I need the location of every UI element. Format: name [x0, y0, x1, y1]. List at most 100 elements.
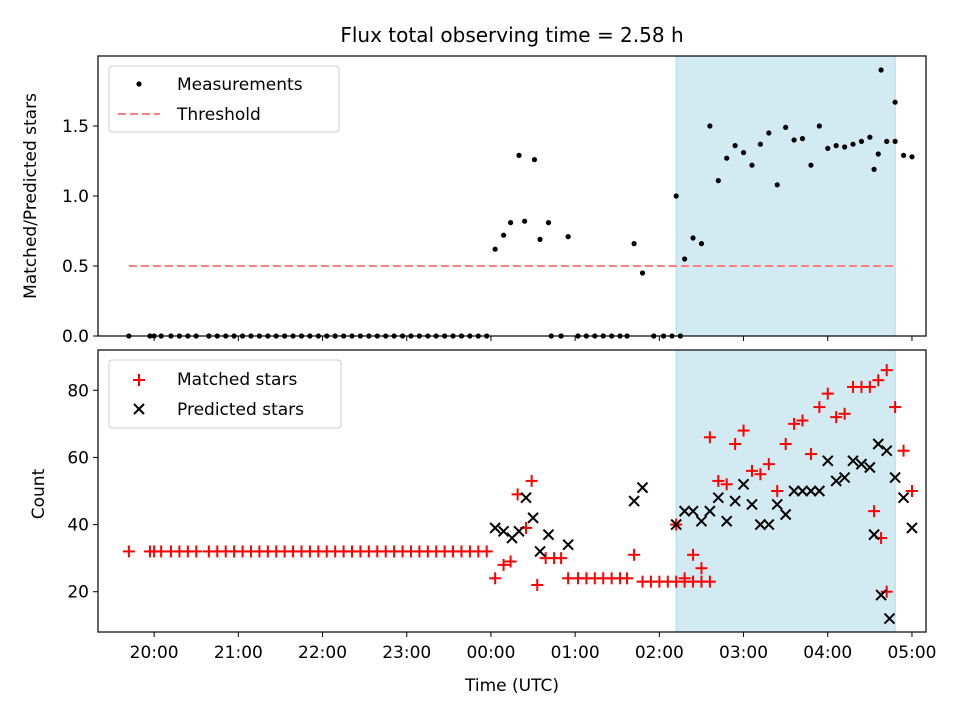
measurement-point	[842, 144, 848, 150]
x-tick-label: 20:00	[130, 643, 179, 663]
measurement-point	[492, 246, 498, 252]
predicted-star-point	[864, 461, 876, 474]
measurement-point	[783, 124, 789, 130]
matched-star-point	[880, 364, 893, 377]
threshold-legend-label: Threshold	[176, 105, 261, 125]
bottom-legend: Matched stars Predicted stars	[108, 359, 342, 429]
y-tick-label: 0.5	[62, 257, 89, 277]
measurement-point	[875, 151, 881, 157]
predicted-star-point	[520, 492, 532, 504]
predicted-star-point	[788, 485, 800, 497]
measurement-point	[871, 166, 877, 172]
matched-star-point	[695, 562, 708, 575]
measurement-point	[673, 193, 679, 199]
top-plot-frame	[97, 55, 927, 337]
predicted-star-point	[636, 481, 649, 494]
predicted-star-point	[729, 495, 741, 507]
observing-window-shade	[675, 55, 896, 337]
matched-star-point	[788, 417, 801, 430]
matched-star-point	[525, 474, 538, 487]
predicted-star-point	[805, 485, 817, 497]
matched-star-point	[863, 380, 876, 393]
top-legend-box	[108, 65, 340, 133]
matched-star-point	[712, 474, 725, 487]
predicted-star-point	[678, 505, 691, 517]
measurement-point	[715, 178, 721, 184]
observing-window-shade	[675, 349, 896, 633]
matched-star-point	[779, 438, 792, 450]
x-tick-label: 02:00	[635, 643, 684, 663]
bottom-x-axis: 20:00 21:00 22:00 23:00 00:00 01:00 02:00 03:00…	[130, 632, 936, 663]
x-tick-label: 05:00	[887, 643, 936, 663]
predicted-star-point	[872, 438, 884, 450]
predicted-star-point	[779, 508, 792, 521]
matched-star-point	[804, 448, 817, 461]
matched-star-point	[703, 575, 716, 588]
measurement-point	[565, 234, 571, 240]
measurements-legend-label: Measurements	[177, 75, 303, 95]
predicted-star-point	[628, 495, 640, 507]
x-tick-label: 00:00	[466, 643, 515, 663]
predicted-star-point	[562, 539, 574, 551]
bottom-y-axis: 20 40 60 80	[67, 381, 98, 603]
y-tick-label: 20	[67, 583, 89, 603]
measurement-point	[892, 138, 898, 144]
measurement-point	[833, 143, 839, 149]
matched-legend-marker	[133, 374, 145, 386]
measurement-point	[537, 236, 543, 242]
x-tick-label: 04:00	[803, 643, 852, 663]
bottom-legend-box	[108, 359, 342, 429]
predicted-star-point	[847, 455, 859, 467]
predicted-star-point	[868, 528, 880, 541]
x-tick-label: 22:00	[298, 643, 347, 663]
x-tick-label: 01:00	[551, 643, 600, 663]
matched-star-point	[480, 545, 493, 558]
predicted-star-point	[906, 522, 918, 534]
predicted-star-point	[542, 528, 555, 541]
chart-title: Flux total observing time = 2.58 h	[340, 23, 683, 47]
measurement-point	[825, 145, 831, 151]
matched-star-point	[497, 558, 510, 571]
shaded-region	[675, 349, 896, 633]
measurement-point	[724, 155, 730, 161]
matched-star-point	[489, 572, 502, 585]
predicted-star-point	[497, 525, 510, 537]
x-tick-label: 03:00	[719, 643, 768, 663]
matched-star-point	[729, 438, 742, 450]
matched-star-point	[687, 548, 700, 561]
predicted-star-point	[889, 471, 901, 484]
predicted-star-point	[830, 475, 842, 487]
x-tick-label: 23:00	[382, 643, 431, 663]
matched-star-point	[122, 545, 135, 558]
measurement-point	[766, 130, 772, 136]
measurement-point	[757, 141, 764, 147]
matched-star-point	[897, 444, 910, 457]
measurement-point	[909, 154, 915, 160]
matched-star-point	[771, 485, 784, 497]
measurement-point	[639, 270, 646, 276]
matched-star-point	[628, 548, 641, 561]
predicted-star-point	[489, 522, 501, 534]
measurement-point	[531, 157, 538, 163]
predicted-star-point	[796, 485, 809, 497]
top-y-label: Matched/Predicted stars	[21, 93, 41, 299]
measurement-point	[791, 137, 797, 143]
matched-stars-series	[122, 364, 918, 598]
top-legend: Measurements Threshold	[108, 65, 340, 133]
measurement-point	[799, 136, 806, 142]
measurement-point	[884, 138, 890, 144]
predicted-star-point	[721, 515, 733, 527]
matched-star-point	[720, 478, 733, 491]
matched-star-point	[762, 458, 775, 471]
y-tick-label: 1.0	[62, 187, 89, 207]
predicted-star-point	[875, 589, 887, 601]
shaded-region	[675, 55, 896, 337]
matched-star-point	[872, 374, 885, 387]
measurements-series	[126, 67, 915, 339]
predicted-star-point	[897, 492, 910, 504]
matched-star-point	[190, 545, 203, 558]
predicted-star-point	[746, 498, 758, 511]
measurement-point	[740, 150, 747, 156]
predicted-star-point	[771, 498, 783, 511]
